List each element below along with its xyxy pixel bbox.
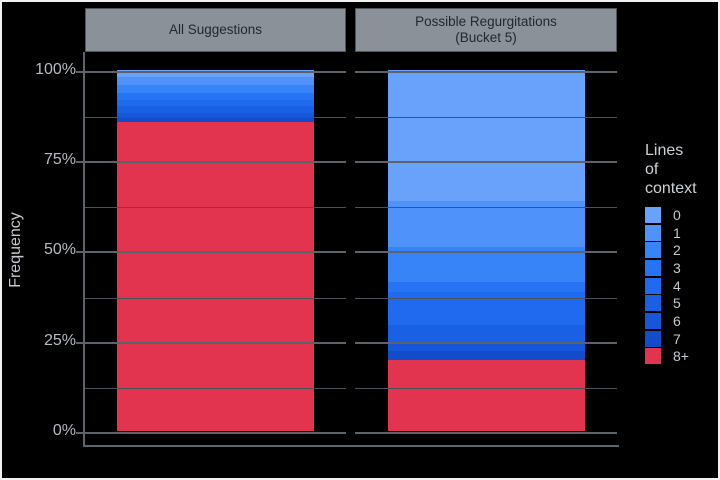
legend-swatch-3 <box>645 259 661 276</box>
facet-header-label-line2: (Bucket 5) <box>455 30 517 45</box>
legend-swatch-7 <box>645 330 661 347</box>
facet-header-label-line1: Possible Regurgitations <box>415 14 557 29</box>
legend-entry-2: 2 <box>645 241 718 259</box>
major-gridline <box>355 161 617 164</box>
legend-swatch-4 <box>645 277 661 294</box>
bar-segment-1 <box>117 76 314 85</box>
legend-label: 7 <box>673 330 681 347</box>
bar-segment-6 <box>117 112 314 118</box>
y-axis-tick <box>76 70 83 73</box>
bar-segment-3 <box>388 282 585 293</box>
bar-segment-7 <box>117 117 314 122</box>
legend-swatch-6 <box>645 312 661 329</box>
y-axis-line <box>83 52 85 447</box>
legend-entry-8+: 8+ <box>645 348 718 366</box>
bar-segment-4 <box>117 99 314 107</box>
bar-segment-5 <box>388 325 585 342</box>
bar-segment-6 <box>388 341 585 351</box>
y-tick-label-25: 25% <box>43 332 76 349</box>
facet-header-possible-regurgitations: Possible Regurgitations (Bucket 5) <box>355 8 617 52</box>
legend-entry-0: 0 <box>645 206 718 224</box>
legend-entry-7: 7 <box>645 330 718 348</box>
minor-gridline <box>85 387 346 389</box>
major-gridline <box>85 70 346 73</box>
legend-lines-of-context: Lines of context 0 1 2 3 4 5 6 7 8+ <box>645 141 718 366</box>
y-tick-label-100: 100% <box>35 61 76 78</box>
legend-entry-6: 6 <box>645 312 718 330</box>
bar-segment-0 <box>117 70 314 77</box>
legend-swatch-5 <box>645 295 661 312</box>
major-gridline <box>85 251 346 254</box>
y-axis-tick <box>76 161 83 164</box>
facet-header-all-suggestions: All Suggestions <box>85 8 346 52</box>
y-axis-tick <box>76 251 83 254</box>
legend-label: 2 <box>673 242 681 259</box>
legend-label: 3 <box>673 259 681 276</box>
y-axis-tick <box>76 341 83 344</box>
bar-segment-8+ <box>117 121 314 431</box>
bar-segment-2 <box>117 84 314 93</box>
legend-entries: 0 1 2 3 4 5 6 7 8+ <box>645 206 718 366</box>
minor-gridline <box>85 297 346 299</box>
legend-swatch-8+ <box>645 348 661 365</box>
major-gridline <box>85 341 346 344</box>
major-gridline <box>85 161 346 164</box>
legend-swatch-2 <box>645 242 661 259</box>
legend-swatch-1 <box>645 224 661 241</box>
legend-entry-1: 1 <box>645 224 718 242</box>
minor-gridline <box>355 207 617 209</box>
bar-segment-3 <box>117 92 314 100</box>
legend-label: 0 <box>673 206 681 223</box>
minor-gridline <box>355 297 617 299</box>
major-gridline <box>355 251 617 254</box>
bar-segment-7 <box>388 350 585 360</box>
y-tick-label-50: 50% <box>43 241 76 258</box>
bar-segment-5 <box>117 106 314 113</box>
minor-gridline <box>355 387 617 389</box>
bar-segment-8+ <box>388 359 585 431</box>
minor-gridline <box>355 116 617 118</box>
x-axis-line <box>83 445 619 447</box>
legend-entry-5: 5 <box>645 294 718 312</box>
y-tick-label-75: 75% <box>43 151 76 168</box>
bar-segment-1 <box>388 200 585 247</box>
legend-label: 6 <box>673 312 681 329</box>
minor-gridline <box>85 116 346 118</box>
major-gridline <box>85 432 346 434</box>
legend-entry-4: 4 <box>645 277 718 295</box>
legend-title: Lines of context <box>645 142 697 197</box>
legend-label: 8+ <box>673 348 689 365</box>
major-gridline <box>355 341 617 344</box>
major-gridline <box>355 70 617 73</box>
bar-all-suggestions <box>117 70 314 431</box>
facet-header-label: All Suggestions <box>168 22 263 37</box>
major-gridline <box>355 432 617 434</box>
legend-label: 1 <box>673 224 681 241</box>
minor-gridline <box>85 207 346 209</box>
y-tick-label-0: 0% <box>52 422 76 439</box>
panel-all-suggestions <box>85 52 346 449</box>
y-axis-tick <box>76 432 83 434</box>
legend-label: 4 <box>673 277 681 294</box>
legend-entry-3: 3 <box>645 259 718 277</box>
bar-segment-0 <box>388 70 585 201</box>
legend-swatch-0 <box>645 206 661 223</box>
legend-label: 5 <box>673 295 681 312</box>
panel-possible-regurgitations <box>355 52 617 449</box>
